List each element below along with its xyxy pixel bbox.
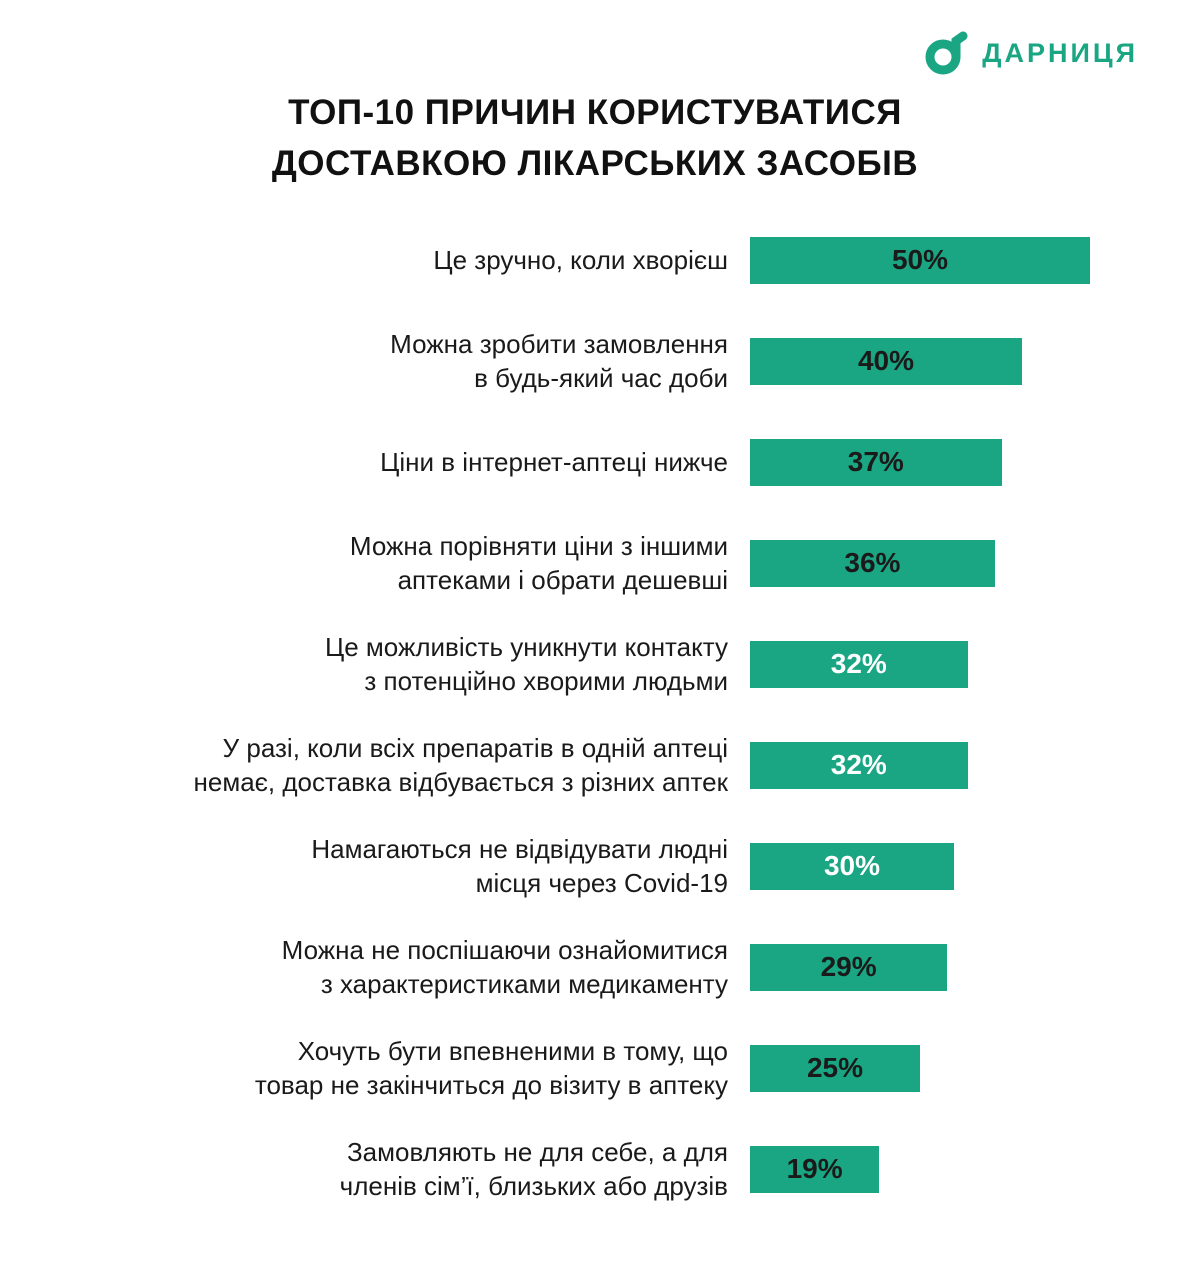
brand-name: ДАРНИЦЯ: [982, 37, 1138, 68]
chart-title-line1: ТОП-10 ПРИЧИН КОРИСТУВАТИСЯ: [288, 93, 902, 132]
value-bar: 50%: [750, 236, 1090, 284]
value-label: 32%: [830, 749, 887, 780]
brand-logo: ДАРНИЦЯ: [0, 0, 1190, 76]
value-bar: 37%: [750, 438, 1002, 486]
category-label: Можна зробити замовлення в будь-який час …: [390, 328, 728, 393]
bar-track: 30%: [750, 842, 1090, 890]
category-label: Хочуть бути впевненими в тому, що товар н…: [254, 1035, 728, 1100]
chart-row: Це зручно, коли хворієш 50%: [128, 210, 1190, 311]
value-bar: 32%: [750, 640, 968, 688]
value-label: 37%: [847, 446, 904, 477]
value-label: 40%: [857, 345, 915, 376]
chart-row: Намагаються не відвідувати людні місця че…: [128, 816, 1190, 917]
value-label: 30%: [823, 850, 881, 881]
bar-track: 32%: [750, 640, 1090, 688]
value-bar: 32%: [750, 741, 968, 789]
chart-row: Можна порівняти ціни з іншими аптеками і …: [128, 513, 1190, 614]
bar-track: 37%: [750, 438, 1090, 486]
bar-track: 25%: [750, 1044, 1090, 1092]
chart-row: Хочуть бути впевненими в тому, що товар н…: [128, 1018, 1190, 1119]
category-label: Можна порівняти ціни з іншими аптеками і …: [349, 530, 728, 595]
category-label: У разі, коли всіх препаратів в одній апт…: [193, 732, 729, 797]
chart-row: У разі, коли всіх препаратів в одній апт…: [128, 715, 1190, 816]
chart-title: ТОП-10 ПРИЧИН КОРИСТУВАТИСЯ ДОСТАВКОЮ ЛІ…: [0, 88, 1190, 190]
bar-track: 29%: [750, 943, 1090, 991]
category-label: Ціни в інтернет-аптеці нижче: [380, 446, 728, 477]
bar-track: 50%: [750, 236, 1090, 284]
chart-row: Це можливість уникнути контакту з потенці…: [128, 614, 1190, 715]
category-label: Намагаються не відвідувати людні місця че…: [311, 833, 728, 898]
chart-row: Ціни в інтернет-аптеці нижче 37%: [128, 412, 1190, 513]
category-label: Це можливість уникнути контакту з потенці…: [324, 631, 728, 696]
chart-row: Замовляють не для себе, а для членів сім’…: [128, 1119, 1190, 1220]
value-label: 25%: [806, 1052, 864, 1083]
bar-chart: Це зручно, коли хворієш 50% Можна зробити …: [0, 210, 1190, 1220]
value-bar: 36%: [750, 539, 995, 587]
bar-track: 40%: [750, 337, 1090, 385]
value-bar: 29%: [750, 943, 948, 991]
category-label: Можна не поспішаючи ознайомитися з характ…: [281, 934, 728, 999]
bar-track: 36%: [750, 539, 1090, 587]
darnytsia-logo-icon: [923, 30, 969, 76]
value-label: 32%: [830, 648, 887, 679]
chart-row: Можна зробити замовлення в будь-який час …: [128, 311, 1190, 412]
value-bar: 30%: [750, 842, 954, 890]
value-bar: 19%: [750, 1145, 880, 1193]
value-bar: 25%: [750, 1044, 920, 1092]
bar-track: 32%: [750, 741, 1090, 789]
value-label: 29%: [820, 951, 877, 982]
chart-row: Можна не поспішаючи ознайомитися з характ…: [128, 917, 1190, 1018]
value-label: 36%: [844, 547, 901, 578]
value-label: 19%: [786, 1153, 843, 1184]
value-label: 50%: [891, 244, 949, 275]
category-label: Замовляють не для себе, а для членів сім’…: [339, 1136, 728, 1201]
value-bar: 40%: [750, 337, 1022, 385]
bar-track: 19%: [750, 1145, 1090, 1193]
category-label: Це зручно, коли хворієш: [433, 244, 728, 275]
chart-title-line2: ДОСТАВКОЮ ЛІКАРСЬКИХ ЗАСОБІВ: [271, 143, 919, 183]
